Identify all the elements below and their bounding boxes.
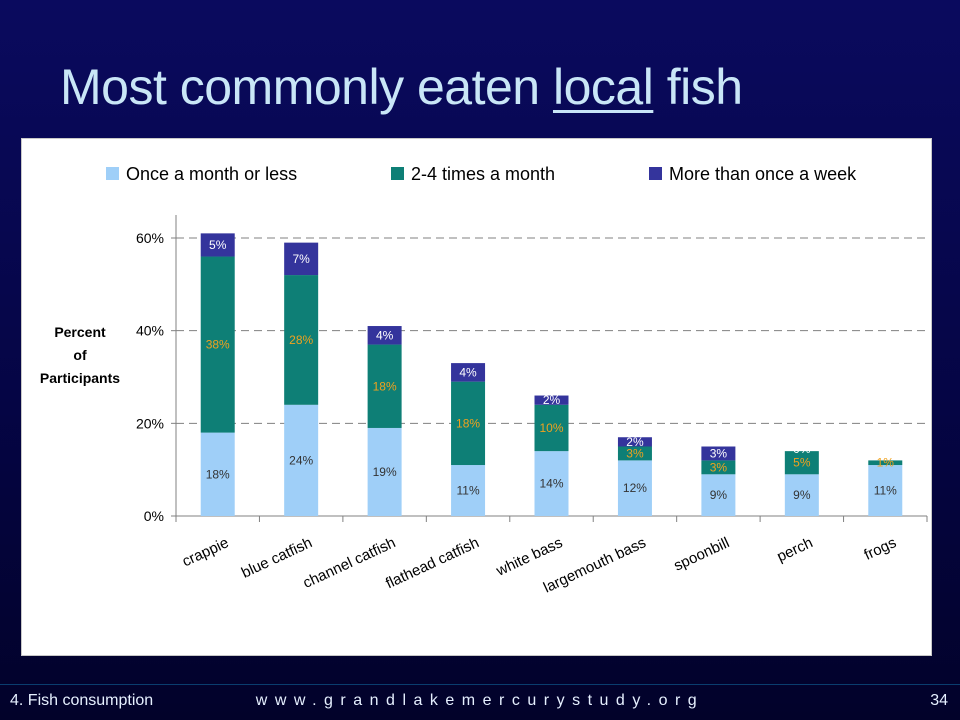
data-label: 24% — [289, 453, 313, 467]
bar-segment — [617, 446, 652, 461]
data-label: 19% — [373, 465, 397, 479]
bar-segment — [534, 404, 569, 452]
bar-segment — [200, 256, 235, 433]
bar-segment — [534, 395, 569, 405]
x-tick-label: crappie — [180, 534, 232, 570]
footer-divider — [0, 684, 960, 685]
page-number: 34 — [930, 692, 948, 709]
bar-segment — [617, 437, 652, 447]
bar-segment — [200, 432, 235, 516]
data-label: 5% — [209, 238, 227, 252]
bar-segment — [868, 465, 903, 516]
y-tick-label: 0% — [144, 508, 164, 524]
data-label: 3% — [626, 446, 644, 460]
legend-label: 2-4 times a month — [411, 164, 555, 184]
title-text-end: fish — [653, 59, 743, 115]
bar-segment — [284, 404, 319, 516]
data-label: 3% — [710, 446, 728, 460]
data-label: 14% — [539, 477, 563, 491]
bar-segment — [451, 465, 486, 516]
legend-swatch — [106, 167, 119, 180]
data-label: 5% — [793, 456, 811, 470]
y-tick-label: 20% — [136, 415, 164, 431]
bar-segment — [200, 233, 235, 257]
data-label: 18% — [206, 467, 230, 481]
bar-segment — [451, 363, 486, 382]
data-label: 1% — [877, 456, 895, 470]
y-axis-title-line: Participants — [40, 370, 120, 386]
title-text-underlined: local — [552, 59, 654, 115]
data-label: 18% — [456, 416, 480, 430]
data-label: 18% — [373, 379, 397, 393]
x-tick-label: white bass — [493, 534, 565, 580]
data-label: 9% — [710, 488, 728, 502]
title-text-start: Most commonly eaten — [60, 59, 553, 115]
data-label: 0% — [793, 442, 811, 456]
y-axis-title-line: of — [73, 347, 87, 363]
data-label: 4% — [376, 328, 394, 342]
chart-panel: 0% 20% 40% 60% Percent of Participants 18% 38% 5%… — [21, 138, 932, 656]
data-label: 7% — [292, 252, 310, 266]
data-label: 3% — [710, 460, 728, 474]
y-tick-label: 60% — [136, 230, 164, 246]
y-axis-title-line: Percent — [54, 324, 106, 340]
legend-label: Once a month or less — [126, 164, 297, 184]
bar-segment — [451, 381, 486, 466]
data-label: 38% — [206, 338, 230, 352]
x-tick-label: frogs — [862, 534, 899, 564]
stacked-bar-chart: 0% 20% 40% 60% Percent of Participants 18% 38% 5%… — [40, 164, 928, 596]
bar-segment — [784, 451, 819, 475]
bar-segment — [701, 460, 736, 475]
bar-segment — [284, 242, 319, 276]
data-label: 12% — [623, 481, 647, 495]
bar-segment — [284, 275, 319, 405]
footer-section-label: 4. Fish consumption — [10, 692, 154, 709]
bar-segment — [534, 451, 569, 516]
legend-label: More than once a week — [669, 164, 857, 184]
data-label: 9% — [793, 488, 811, 502]
bar-segment — [367, 427, 402, 516]
data-label: 2% — [626, 435, 644, 449]
x-tick-label: perch — [774, 534, 815, 565]
data-label: 4% — [459, 365, 477, 379]
bar-segment — [701, 474, 736, 516]
bar-segment — [617, 460, 652, 516]
bar-segment — [367, 326, 402, 345]
x-tick-label: channel catfish — [300, 534, 398, 592]
bar-segment — [701, 446, 736, 461]
bar-segment — [367, 344, 402, 428]
bar-segment — [868, 460, 903, 466]
data-label: 11% — [874, 484, 897, 498]
legend-swatch — [391, 167, 404, 180]
x-tick-label: spoonbill — [671, 534, 732, 574]
data-label: 28% — [289, 333, 313, 347]
legend-swatch — [649, 167, 662, 180]
x-tick-label: flathead catfish — [383, 534, 482, 592]
y-tick-label: 40% — [136, 323, 164, 339]
bar-segment — [784, 474, 819, 516]
slide-title: Most commonly eaten local fish — [60, 58, 743, 116]
data-label: 10% — [539, 421, 563, 435]
footer-website: www.grandlakemercurystudy.org — [255, 692, 705, 709]
data-label: 11% — [456, 484, 479, 498]
data-label: 2% — [543, 393, 561, 407]
